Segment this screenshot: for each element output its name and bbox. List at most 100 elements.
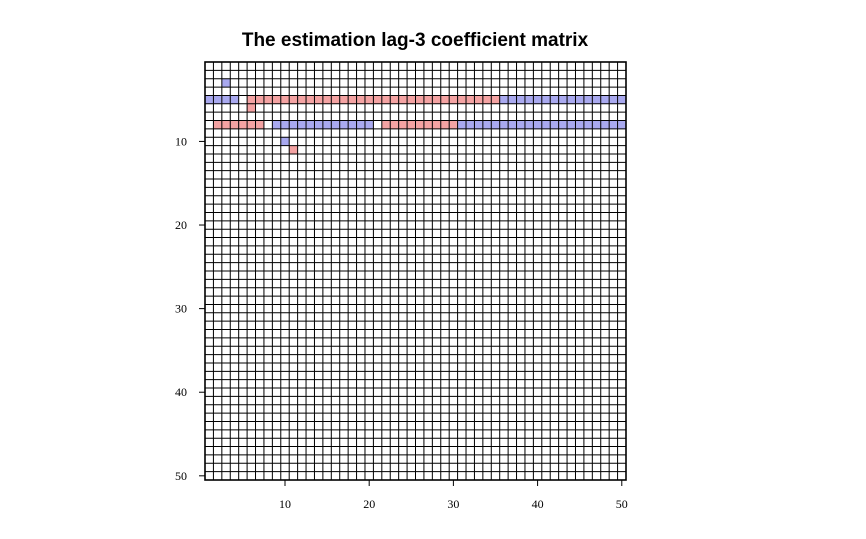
heatmap-cell-r5-c3 xyxy=(221,95,231,104)
heatmap-cell-r8-c40 xyxy=(533,120,542,129)
heatmap-cell-r5-c7 xyxy=(255,95,264,104)
heatmap-cell-r8-c34 xyxy=(482,120,492,129)
heatmap-cell-r10-c10 xyxy=(280,137,290,146)
heatmap-cell-r8-c24 xyxy=(398,120,408,129)
heatmap-cell-r8-c12 xyxy=(297,120,307,129)
heatmap-cell-r5-c11 xyxy=(289,95,298,104)
heatmap-cell-r8-c18 xyxy=(348,120,357,129)
heatmap-cell-r5-c25 xyxy=(407,95,416,104)
heatmap-cell-r8-c10 xyxy=(280,120,290,129)
heatmap-cell-r5-c13 xyxy=(306,95,315,104)
heatmap-cell-r8-c4 xyxy=(230,120,239,129)
heatmap-cell-r8-c14 xyxy=(314,120,323,129)
heatmap-cell-r5-c44 xyxy=(567,95,576,104)
heatmap-cell-r8-c49 xyxy=(609,120,618,129)
heatmap-cell-r8-c7 xyxy=(255,120,264,129)
chart-title: The estimation lag-3 coefficient matrix xyxy=(242,30,589,51)
heatmap-cell-r8-c19 xyxy=(356,120,365,129)
heatmap-cell-r8-c44 xyxy=(567,120,576,129)
heatmap-cell-r5-c37 xyxy=(508,95,517,104)
heatmap-cell-r5-c43 xyxy=(558,95,568,104)
heatmap-cell-r8-c50 xyxy=(617,120,626,129)
heatmap-cell-r8-c32 xyxy=(466,120,475,129)
heatmap-cell-r5-c39 xyxy=(524,95,534,104)
y-tick-label-40: 40 xyxy=(175,385,187,399)
heatmap-cell-r8-c15 xyxy=(322,120,332,129)
heatmap-cell-r5-c17 xyxy=(339,95,349,104)
heatmap-cell-r8-c5 xyxy=(238,120,248,129)
heatmap-cell-r5-c46 xyxy=(583,95,593,104)
heatmap-cell-r8-c22 xyxy=(381,120,391,129)
heatmap-cell-r5-c16 xyxy=(331,95,340,104)
heatmap-cell-r5-c8 xyxy=(263,95,273,104)
heatmap-cell-r8-c9 xyxy=(272,120,281,129)
heatmap-cell-r5-c33 xyxy=(474,95,483,104)
heatmap-cell-r5-c2 xyxy=(213,95,222,104)
heatmap-cell-r5-c22 xyxy=(381,95,391,104)
heatmap-cell-r5-c38 xyxy=(516,95,525,104)
heatmap-grid xyxy=(205,62,626,480)
heatmap-cell-r5-c42 xyxy=(550,95,559,104)
heatmap-cell-r8-c13 xyxy=(306,120,315,129)
plot-frame xyxy=(204,61,627,481)
heatmap-cell-r5-c31 xyxy=(457,95,467,104)
heatmap-cell-r5-c32 xyxy=(466,95,475,104)
heatmap-cell-r8-c2 xyxy=(213,120,222,129)
heatmap-cell-r5-c29 xyxy=(440,95,450,104)
heatmap-cell-r5-c18 xyxy=(348,95,357,104)
heatmap-cell-r5-c50 xyxy=(617,95,626,104)
heatmap-cell-r5-c40 xyxy=(533,95,542,104)
heatmap-cell-r8-c31 xyxy=(457,120,467,129)
heatmap-cell-r8-c6 xyxy=(247,120,256,129)
heatmap-cell-r8-c16 xyxy=(331,120,340,129)
heatmap-cell-r8-c25 xyxy=(407,120,416,129)
heatmap-cell-r6-c6 xyxy=(247,103,256,113)
heatmap-cell-r5-c26 xyxy=(415,95,424,104)
heatmap-cell-r8-c46 xyxy=(583,120,593,129)
heatmap-cell-r8-c39 xyxy=(524,120,534,129)
heatmap-cell-r5-c9 xyxy=(272,95,281,104)
heatmap-cell-r11-c11 xyxy=(289,145,298,154)
y-tick-label-10: 10 xyxy=(175,134,187,148)
heatmap-cell-r8-c43 xyxy=(558,120,568,129)
heatmap-cell-r8-c45 xyxy=(575,120,584,129)
x-tick-label-50: 50 xyxy=(616,497,628,511)
heatmap-cell-r8-c38 xyxy=(516,120,525,129)
heatmap-cell-r5-c14 xyxy=(314,95,323,104)
heatmap-cell-r5-c28 xyxy=(432,95,441,104)
heatmap-cell-r8-c27 xyxy=(423,120,433,129)
heatmap-cell-r5-c15 xyxy=(322,95,332,104)
heatmap-cell-r8-c28 xyxy=(432,120,441,129)
heatmap-cell-r8-c47 xyxy=(592,120,601,129)
heatmap-cell-r5-c23 xyxy=(390,95,399,104)
heatmap-cell-r8-c41 xyxy=(541,120,551,129)
heatmap-cell-r8-c3 xyxy=(221,120,231,129)
heatmap-cell-r5-c12 xyxy=(297,95,307,104)
heatmap-cell-r8-c17 xyxy=(339,120,349,129)
heatmap-cell-r5-c6 xyxy=(247,95,256,104)
heatmap-cell-r5-c41 xyxy=(541,95,551,104)
heatmap-cell-r8-c23 xyxy=(390,120,399,129)
heatmap-cell-r8-c48 xyxy=(600,120,610,129)
heatmap-cell-r5-c36 xyxy=(499,95,509,104)
heatmap-cell-r5-c1 xyxy=(205,95,214,104)
heatmap-cell-r8-c36 xyxy=(499,120,509,129)
heatmap-cell-r3-c3 xyxy=(221,78,231,88)
heatmap-cell-r5-c24 xyxy=(398,95,408,104)
heatmap-cell-r5-c35 xyxy=(491,95,500,104)
y-tick-label-50: 50 xyxy=(175,469,187,483)
heatmap-cell-r5-c27 xyxy=(423,95,433,104)
heatmap-cell-r5-c47 xyxy=(592,95,601,104)
x-tick-label-10: 10 xyxy=(279,497,291,511)
heatmap-axes: 10 20 30 40 50 10 20 30 40 50 xyxy=(175,61,628,511)
heatmap-cell-r8-c33 xyxy=(474,120,483,129)
heatmap-cell-r5-c10 xyxy=(280,95,290,104)
heatmap-cell-r5-c30 xyxy=(449,95,458,104)
heatmap-cell-r8-c37 xyxy=(508,120,517,129)
heatmap-cell-r8-c20 xyxy=(364,120,374,129)
heatmap-cell-r8-c35 xyxy=(491,120,500,129)
heatmap-cell-r8-c29 xyxy=(440,120,450,129)
heatmap-cell-r5-c49 xyxy=(609,95,618,104)
x-tick-label-40: 40 xyxy=(532,497,544,511)
